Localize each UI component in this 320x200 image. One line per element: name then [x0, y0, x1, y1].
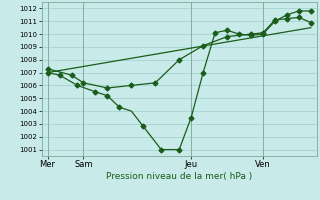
X-axis label: Pression niveau de la mer( hPa ): Pression niveau de la mer( hPa ) [106, 172, 252, 181]
